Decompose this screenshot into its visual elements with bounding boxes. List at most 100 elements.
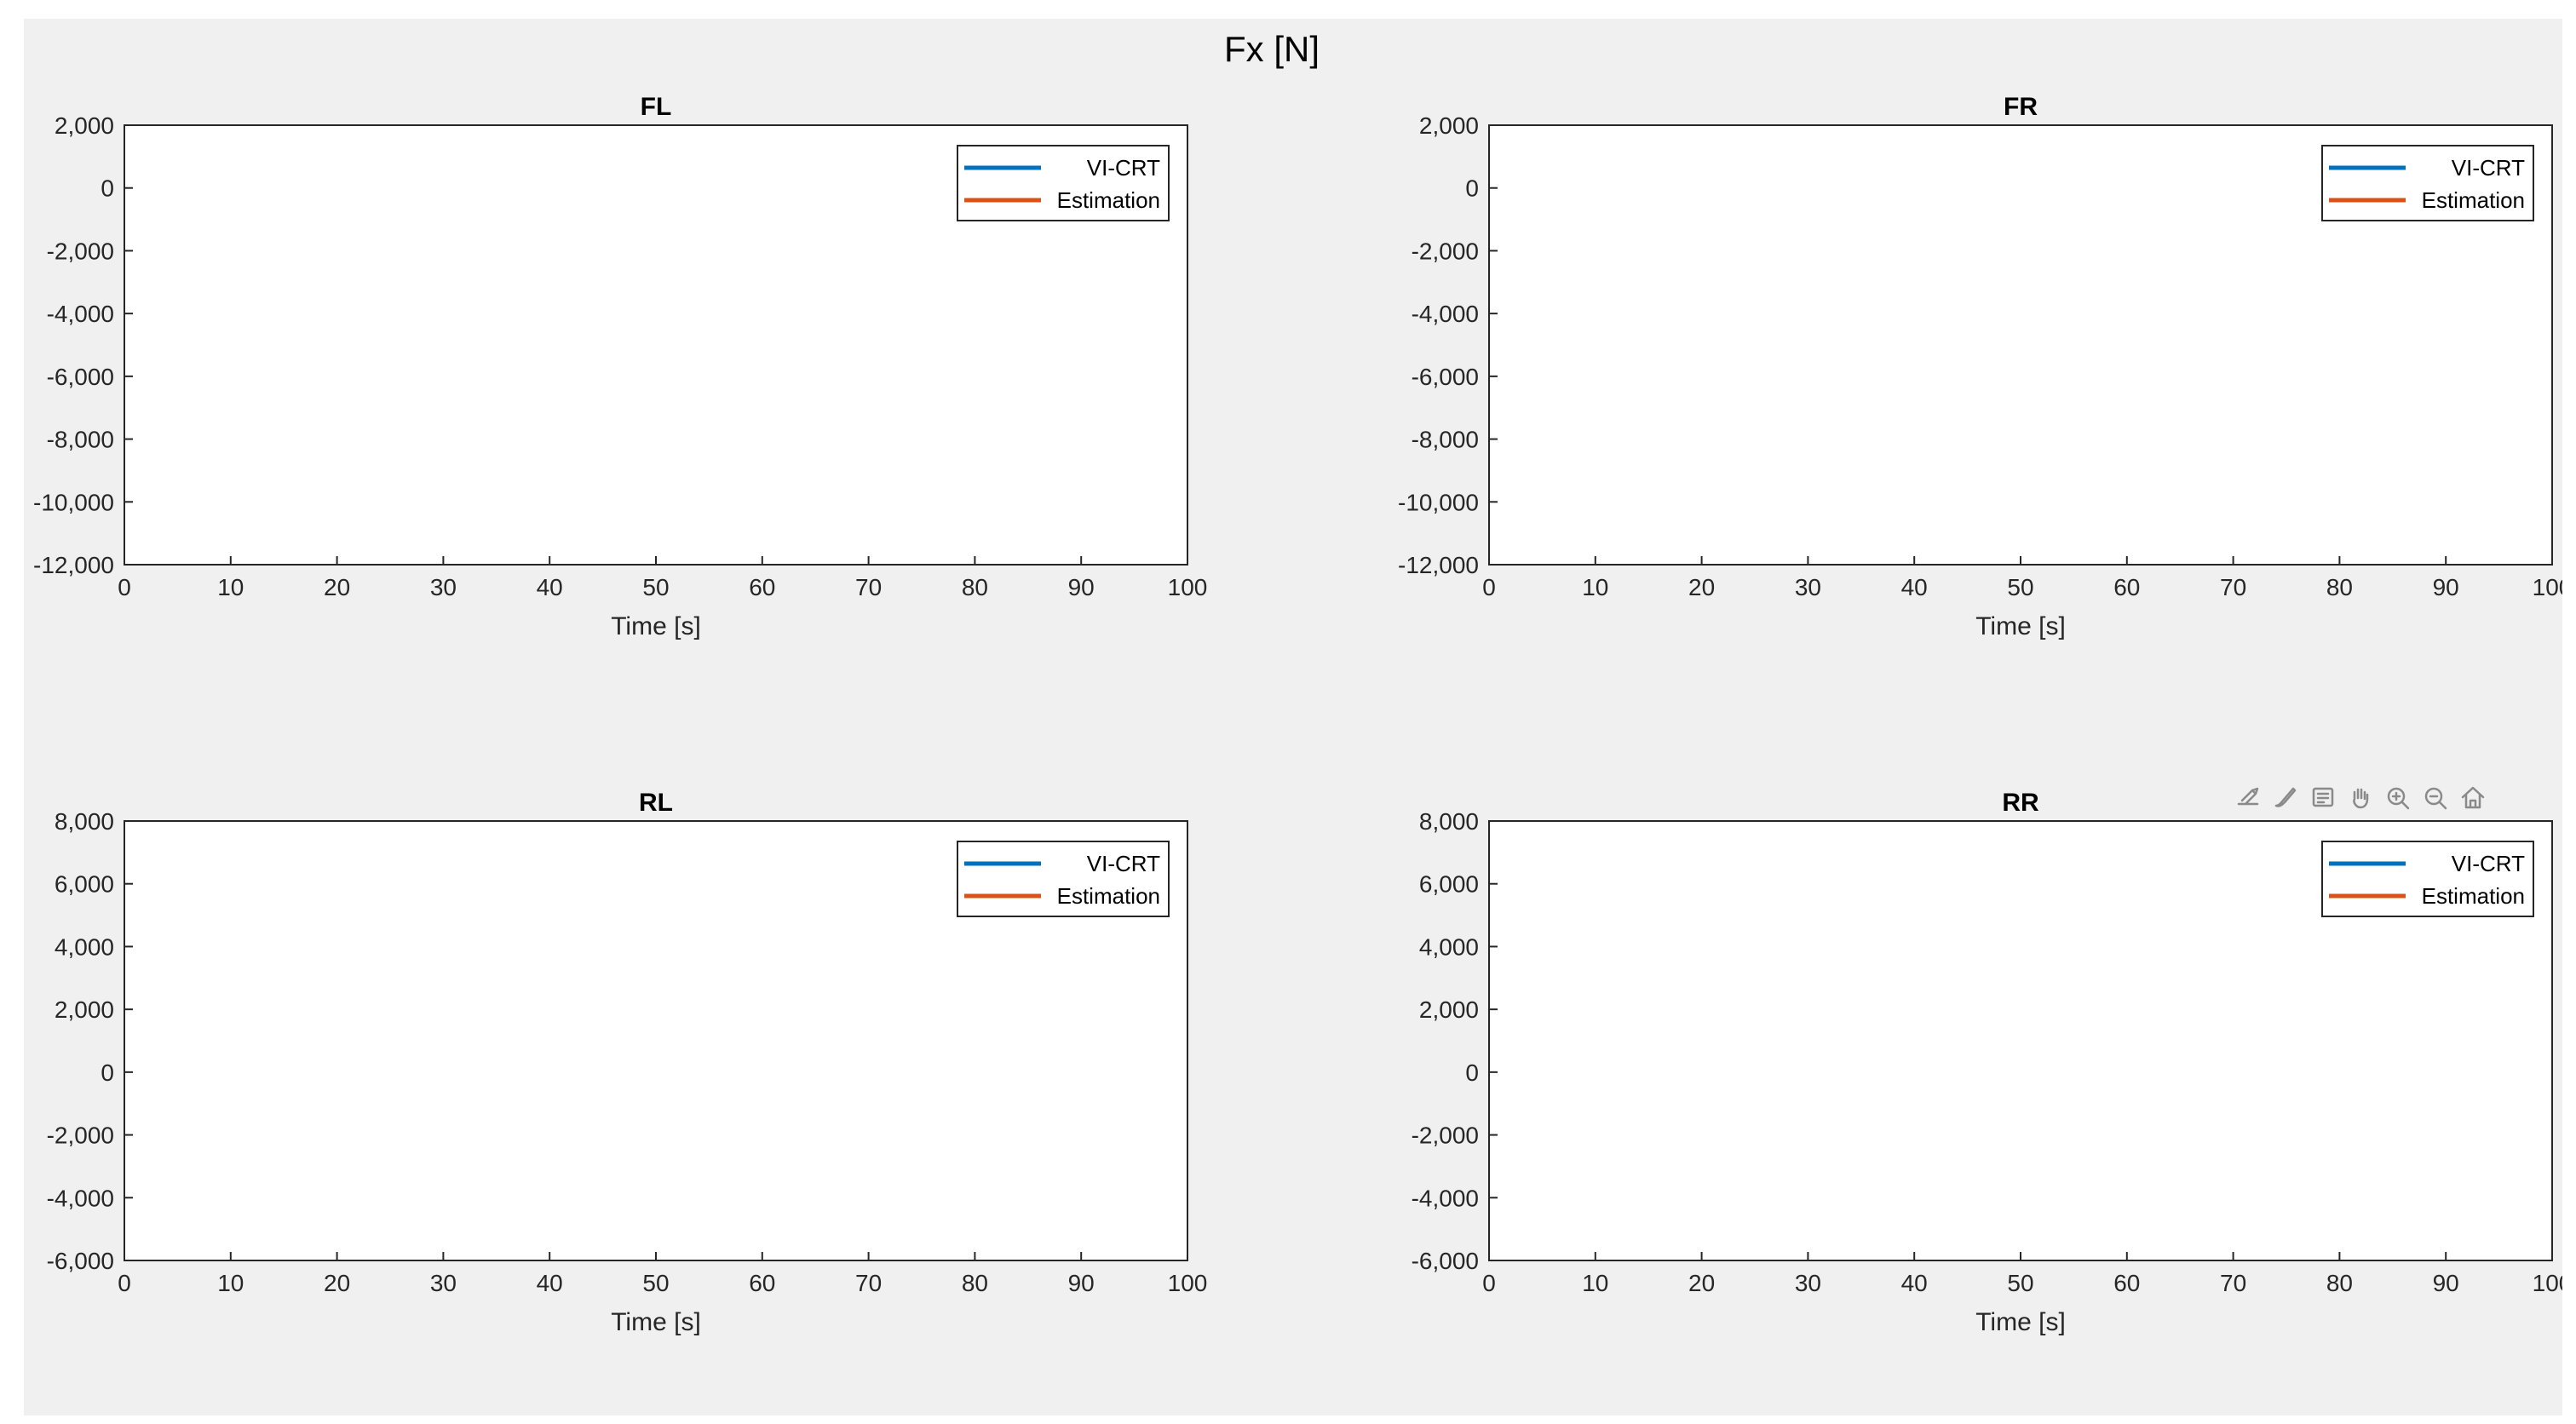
x-tick-label: 10 [1582, 574, 1608, 600]
x-tick-label: 30 [430, 1270, 457, 1296]
legend-label: VI-CRT [2452, 851, 2525, 876]
x-tick-label: 10 [1582, 1270, 1608, 1296]
y-tick-label: 0 [101, 175, 114, 202]
y-tick-label: 6,000 [1419, 871, 1479, 898]
legend-label: Estimation [1057, 187, 1160, 213]
legend: VI-CRT Estimation [957, 841, 1170, 917]
y-tick-label: 8,000 [55, 808, 114, 835]
x-tick-label: 100 [2533, 1270, 2562, 1296]
x-tick-label: 40 [537, 1270, 563, 1296]
legend: VI-CRT Estimation [2321, 841, 2534, 917]
y-tick-label: 6,000 [55, 871, 114, 898]
x-tick-label: 90 [2433, 574, 2459, 600]
y-tick-label: -6,000 [1412, 364, 1479, 390]
pan-icon[interactable] [2353, 788, 2369, 809]
axes-title: FL [641, 93, 672, 121]
figure-canvas: Fx [N] 0 10 20 30 40 50 60 70 80 90 1002,0000-2,00… [33, 29, 2562, 1336]
x-tick-label: 0 [1482, 1270, 1496, 1296]
x-tick-label: 80 [962, 574, 988, 600]
x-tick-label: 70 [2220, 574, 2246, 600]
y-tick-label: -8,000 [47, 427, 114, 453]
y-tick-label: 0 [101, 1059, 114, 1086]
y-tick-label: -10,000 [1398, 489, 1479, 515]
y-tick-label: 0 [1465, 175, 1479, 202]
x-tick-label: 60 [2113, 1270, 2140, 1296]
legend-label: Estimation [2422, 883, 2525, 909]
legend: VI-CRT Estimation [2321, 145, 2534, 221]
x-tick-label: 100 [2533, 574, 2562, 600]
x-tick-label: 40 [537, 574, 563, 600]
axes-rr: 0 10 20 30 40 50 60 70 80 90 100 8,000 6,000 4,000 2,0… [1412, 789, 2562, 1336]
x-tick-label: 70 [2220, 1270, 2246, 1296]
x-tick-label: 50 [642, 1270, 669, 1296]
y-tick-label: 2,000 [55, 996, 114, 1023]
x-tick-label: 80 [2326, 1270, 2353, 1296]
x-tick-label: 30 [1795, 574, 1821, 600]
y-tick-label: 4,000 [55, 933, 114, 960]
x-tick-label: 90 [2433, 1270, 2459, 1296]
x-tick-label: 20 [324, 574, 350, 600]
home-icon[interactable] [2461, 786, 2485, 809]
x-axis-label: Time [s] [611, 1308, 701, 1336]
x-tick-label: 0 [118, 1270, 131, 1296]
x-tick-label: 70 [855, 1270, 882, 1296]
legend-label: VI-CRT [2452, 155, 2525, 181]
y-tick-label: 2,000 [1419, 996, 1479, 1023]
zoom-out-icon[interactable] [2424, 787, 2447, 810]
x-tick-label: 60 [749, 1270, 775, 1296]
legend-label: VI-CRT [1087, 155, 1160, 181]
x-tick-label: 30 [1795, 1270, 1821, 1296]
data-tips-icon[interactable] [2312, 787, 2334, 807]
x-tick-label: 60 [2113, 574, 2140, 600]
y-tick-label: -12,000 [1398, 552, 1479, 578]
y-tick-label: -4,000 [47, 301, 114, 327]
x-tick-label: 50 [2007, 574, 2033, 600]
x-tick-label: 80 [2326, 574, 2353, 600]
x-tick-label: 20 [1688, 574, 1715, 600]
y-tick-label: -12,000 [33, 552, 114, 578]
legend-box [957, 145, 1170, 221]
y-tick-label: -6,000 [1412, 1248, 1479, 1274]
x-axis-label: Time [s] [1975, 1308, 2066, 1336]
legend-label: Estimation [2422, 187, 2525, 213]
brush-icon[interactable] [2274, 787, 2297, 807]
legend-box [2321, 841, 2534, 917]
x-tick-label: 70 [855, 574, 882, 600]
zoom-in-icon[interactable] [2387, 787, 2410, 810]
axes-title: FR [2004, 93, 2038, 121]
legend: VI-CRT Estimation [957, 145, 1170, 221]
x-tick-label: 40 [1901, 574, 1928, 600]
y-tick-label: 2,000 [1419, 112, 1479, 139]
x-tick-label: 10 [217, 574, 244, 600]
y-tick-label: -2,000 [1412, 238, 1479, 264]
axes-title: RR [2002, 789, 2039, 817]
axes-fl: 0 10 20 30 40 50 60 70 80 90 100 2,000 0 -2,000 -4,000… [33, 93, 1207, 640]
y-tick-label: -4,000 [47, 1185, 114, 1211]
legend-label: VI-CRT [1087, 851, 1160, 876]
x-tick-label: 10 [217, 1270, 244, 1296]
x-tick-label: 0 [1482, 574, 1496, 600]
x-tick-label: 80 [962, 1270, 988, 1296]
figure-title: Fx [N] [1224, 29, 1320, 69]
x-axis-label: Time [s] [1975, 612, 2066, 640]
x-tick-label: 40 [1901, 1270, 1928, 1296]
axes-title: RL [639, 789, 673, 817]
y-tick-label: -8,000 [1412, 427, 1479, 453]
x-tick-label: 100 [1168, 574, 1208, 600]
x-axis-label: Time [s] [611, 612, 701, 640]
x-tick-label: 90 [1068, 574, 1095, 600]
x-tick-label: 50 [2007, 1270, 2033, 1296]
y-tick-label: 4,000 [1419, 933, 1479, 960]
x-tick-label: 20 [1688, 1270, 1715, 1296]
x-tick-label: 0 [118, 574, 131, 600]
y-tick-label: -2,000 [47, 238, 114, 264]
y-tick-label: -6,000 [47, 364, 114, 390]
axes-toolbar [2237, 786, 2485, 810]
export-icon[interactable] [2237, 787, 2259, 806]
y-tick-label: 2,000 [55, 112, 114, 139]
figure-window: Fx [N] 0 10 20 30 40 50 60 70 80 90 100 2,000 0 -2,00… [24, 19, 2562, 1415]
y-tick-label: -4,000 [1412, 1185, 1479, 1211]
y-tick-label: -10,000 [33, 489, 114, 515]
x-tick-label: 90 [1068, 1270, 1095, 1296]
legend-box [2321, 145, 2534, 221]
